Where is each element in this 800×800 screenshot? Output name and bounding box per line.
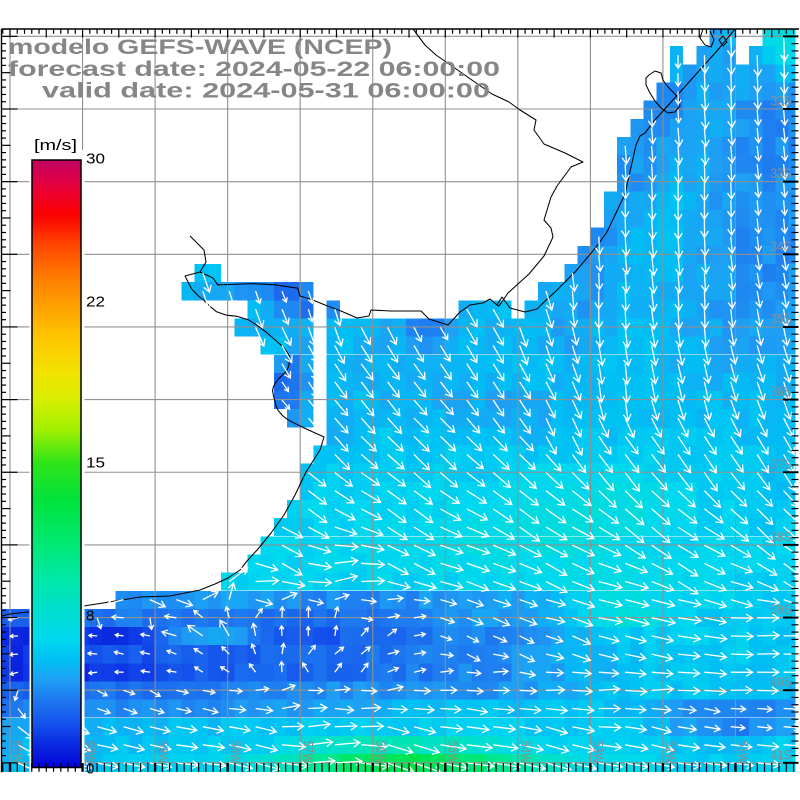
svg-text:56W: 56W bbox=[373, 741, 389, 764]
svg-text:59W: 59W bbox=[155, 741, 171, 764]
svg-text:[m/s]: [m/s] bbox=[34, 137, 77, 154]
svg-text:22: 22 bbox=[86, 294, 105, 311]
svg-text:51W: 51W bbox=[736, 741, 752, 764]
svg-text:37S: 37S bbox=[771, 456, 792, 472]
svg-text:36S: 36S bbox=[771, 383, 792, 399]
svg-text:38S: 38S bbox=[771, 528, 792, 544]
svg-text:39S: 39S bbox=[771, 601, 792, 617]
svg-text:30: 30 bbox=[86, 151, 105, 168]
svg-text:61W: 61W bbox=[10, 741, 26, 764]
svg-text:55W: 55W bbox=[446, 741, 462, 764]
svg-text:60W: 60W bbox=[83, 741, 99, 764]
svg-text:33S: 33S bbox=[771, 165, 792, 181]
svg-text:forecast date: 2024-05-22 06:0: forecast date: 2024-05-22 06:00:00 bbox=[8, 58, 500, 81]
svg-text:8: 8 bbox=[86, 608, 94, 625]
svg-text:34S: 34S bbox=[771, 238, 792, 254]
svg-text:58W: 58W bbox=[228, 741, 244, 764]
svg-text:modelo GEFS-WAVE (NCEP): modelo GEFS-WAVE (NCEP) bbox=[8, 36, 392, 59]
svg-text:53W: 53W bbox=[591, 741, 607, 764]
svg-text:40S: 40S bbox=[771, 674, 792, 690]
svg-text:valid date: 2024-05-31 06:00:0: valid date: 2024-05-31 06:00:00 bbox=[42, 80, 490, 103]
svg-text:54W: 54W bbox=[518, 741, 534, 764]
svg-text:35S: 35S bbox=[771, 311, 792, 327]
svg-text:41S: 41S bbox=[771, 746, 792, 762]
svg-text:52W: 52W bbox=[663, 741, 679, 764]
svg-text:32S: 32S bbox=[771, 93, 792, 109]
svg-text:15: 15 bbox=[86, 455, 105, 472]
svg-text:57W: 57W bbox=[300, 741, 316, 764]
